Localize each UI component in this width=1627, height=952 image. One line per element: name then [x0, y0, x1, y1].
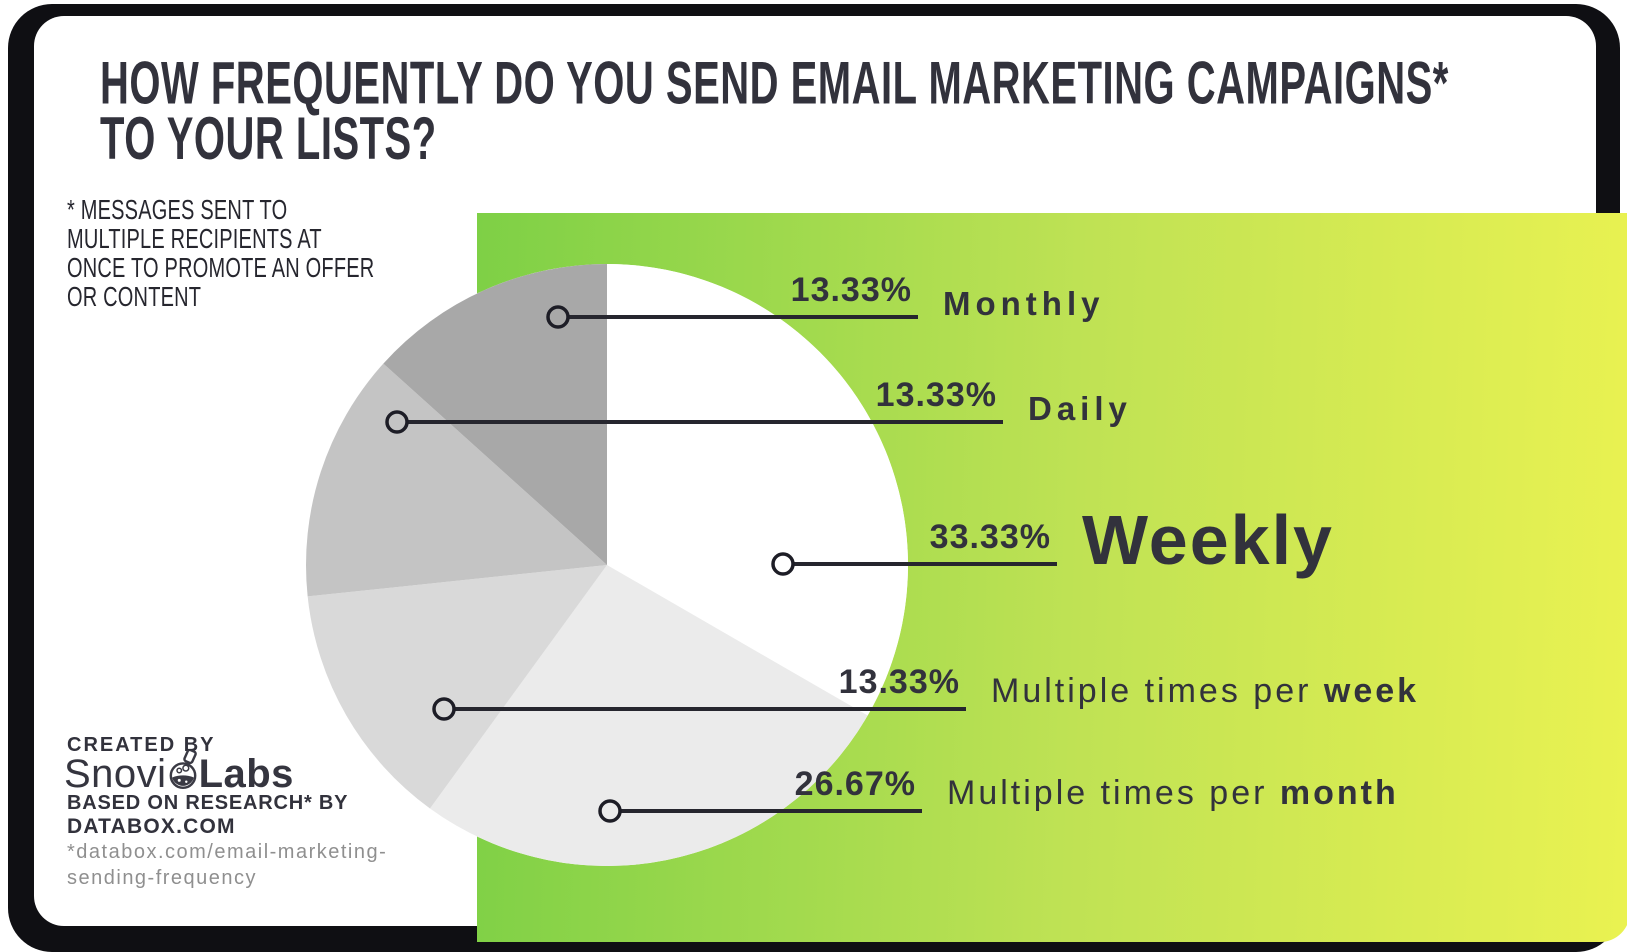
based-on-research-label: BASED ON RESEARCH* BY [67, 792, 349, 814]
leader-dot-multiple-times-per-week [432, 697, 456, 721]
footnote-line: * MESSAGES SENT TO [67, 195, 288, 226]
pie-slice-weekly [607, 264, 908, 716]
callout-percent-weekly: 33.33% [929, 518, 1051, 556]
footnote-line: ONCE TO PROMOTE AN OFFER [67, 253, 375, 284]
callout-percent-daily: 13.33% [875, 376, 997, 414]
logo-text-snovi: Snovi [64, 751, 167, 796]
source-url: *databox.com/email-marketing- sending-fr… [67, 839, 387, 891]
source-url-line: *databox.com/email-marketing- [67, 841, 388, 863]
footnote-line: OR CONTENT [67, 282, 202, 313]
pie-slice-monthly [383, 264, 607, 565]
callout-label-weekly: Weekly [1082, 500, 1334, 580]
callout-label-bold: Monthly [943, 285, 1105, 322]
callout-label-multiple-times-per-month: Multiple times per month [947, 774, 1399, 813]
source-label: DATABOX.COM [67, 815, 236, 838]
callout-percent-multiple-times-per-month: 26.67% [794, 765, 916, 803]
callout-label-bold: Weekly [1082, 501, 1334, 579]
page-title: HOW FREQUENTLY DO YOU SEND EMAIL MARKETI… [100, 51, 1560, 173]
callout-percent-multiple-times-per-week: 13.33% [838, 663, 960, 701]
callout-label-daily: Daily [1028, 390, 1132, 428]
callout-label-multiple-times-per-week: Multiple times per week [991, 672, 1419, 711]
pie-slice-multiple-times-per-month [429, 565, 868, 866]
footnote-line: MULTIPLE RECIPIENTS AT [67, 224, 322, 255]
title-line-2: TO YOUR LISTS? [100, 106, 437, 173]
logo-text-labs: Labs [198, 751, 294, 796]
callout-label-monthly: Monthly [943, 285, 1104, 323]
flask-icon [168, 748, 198, 800]
pie-slice-multiple-times-per-week [307, 565, 607, 809]
source-url-line: sending-frequency [67, 867, 258, 889]
callout-percent-monthly: 13.33% [790, 271, 912, 309]
leader-dot-multiple-times-per-month [598, 799, 622, 823]
callout-label-bold: Daily [1028, 390, 1132, 427]
footnote: * MESSAGES SENT TO MULTIPLE RECIPIENTS A… [67, 195, 407, 313]
callout-label-bold: month [1279, 774, 1399, 812]
callout-label-bold: week [1323, 672, 1420, 710]
title-line-1: HOW FREQUENTLY DO YOU SEND EMAIL MARKETI… [100, 51, 1449, 117]
leader-dot-daily [385, 410, 409, 434]
callout-label-regular: Multiple times per [947, 774, 1280, 812]
callout-label-regular: Multiple times per [991, 672, 1324, 710]
snovio-labs-logo: Snovi Labs [64, 748, 294, 800]
leader-dot-monthly [546, 305, 570, 329]
pie-slice-daily [306, 363, 607, 597]
created-by-label: CREATED BY [67, 734, 216, 756]
leader-dot-weekly [771, 552, 795, 576]
